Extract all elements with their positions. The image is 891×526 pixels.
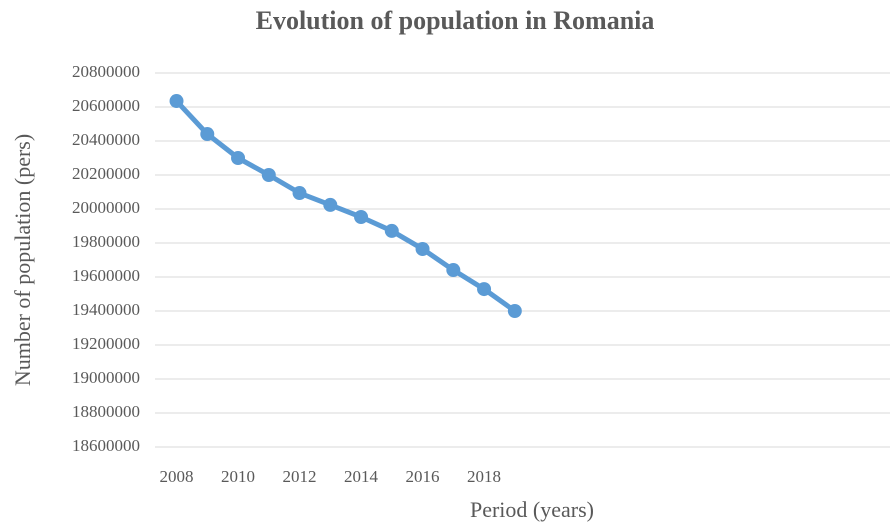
y-tick-label: 20600000 — [72, 96, 140, 115]
y-tick-label: 18600000 — [72, 436, 140, 455]
x-tick-label: 2012 — [283, 467, 317, 486]
data-point — [477, 282, 492, 297]
x-tick-label: 2010 — [221, 467, 255, 486]
data-point — [261, 168, 276, 182]
series-line — [174, 99, 517, 314]
x-tick-label: 2008 — [160, 467, 194, 486]
data-point — [446, 263, 461, 278]
x-tick-label: 2014 — [344, 467, 379, 486]
data-point — [384, 223, 399, 238]
y-tick-label: 19000000 — [72, 368, 140, 387]
data-point — [415, 241, 430, 256]
data-point — [200, 127, 215, 142]
y-tick-label: 20800000 — [72, 62, 140, 81]
y-tick-label: 18800000 — [72, 402, 140, 421]
x-tick-label: 2016 — [406, 467, 440, 486]
y-tick-label: 20400000 — [72, 130, 140, 149]
x-tick-label: 2018 — [467, 467, 501, 486]
y-tick-label: 20000000 — [72, 198, 140, 217]
y-tick-label: 20200000 — [72, 164, 140, 183]
y-axis-label: Number of population (pers) — [10, 134, 35, 386]
data-point — [323, 197, 338, 212]
data-point — [292, 186, 307, 201]
data-point — [354, 209, 369, 224]
y-tick-label: 19800000 — [72, 232, 140, 251]
y-tick-label: 19400000 — [72, 300, 140, 319]
x-axis-label: Period (years) — [470, 497, 594, 522]
data-point — [169, 94, 184, 109]
data-point — [507, 304, 522, 318]
data-point — [231, 151, 246, 165]
y-tick-label: 19200000 — [72, 334, 140, 353]
chart-title: Evolution of population in Romania — [256, 6, 655, 35]
y-tick-label: 19600000 — [72, 266, 140, 285]
